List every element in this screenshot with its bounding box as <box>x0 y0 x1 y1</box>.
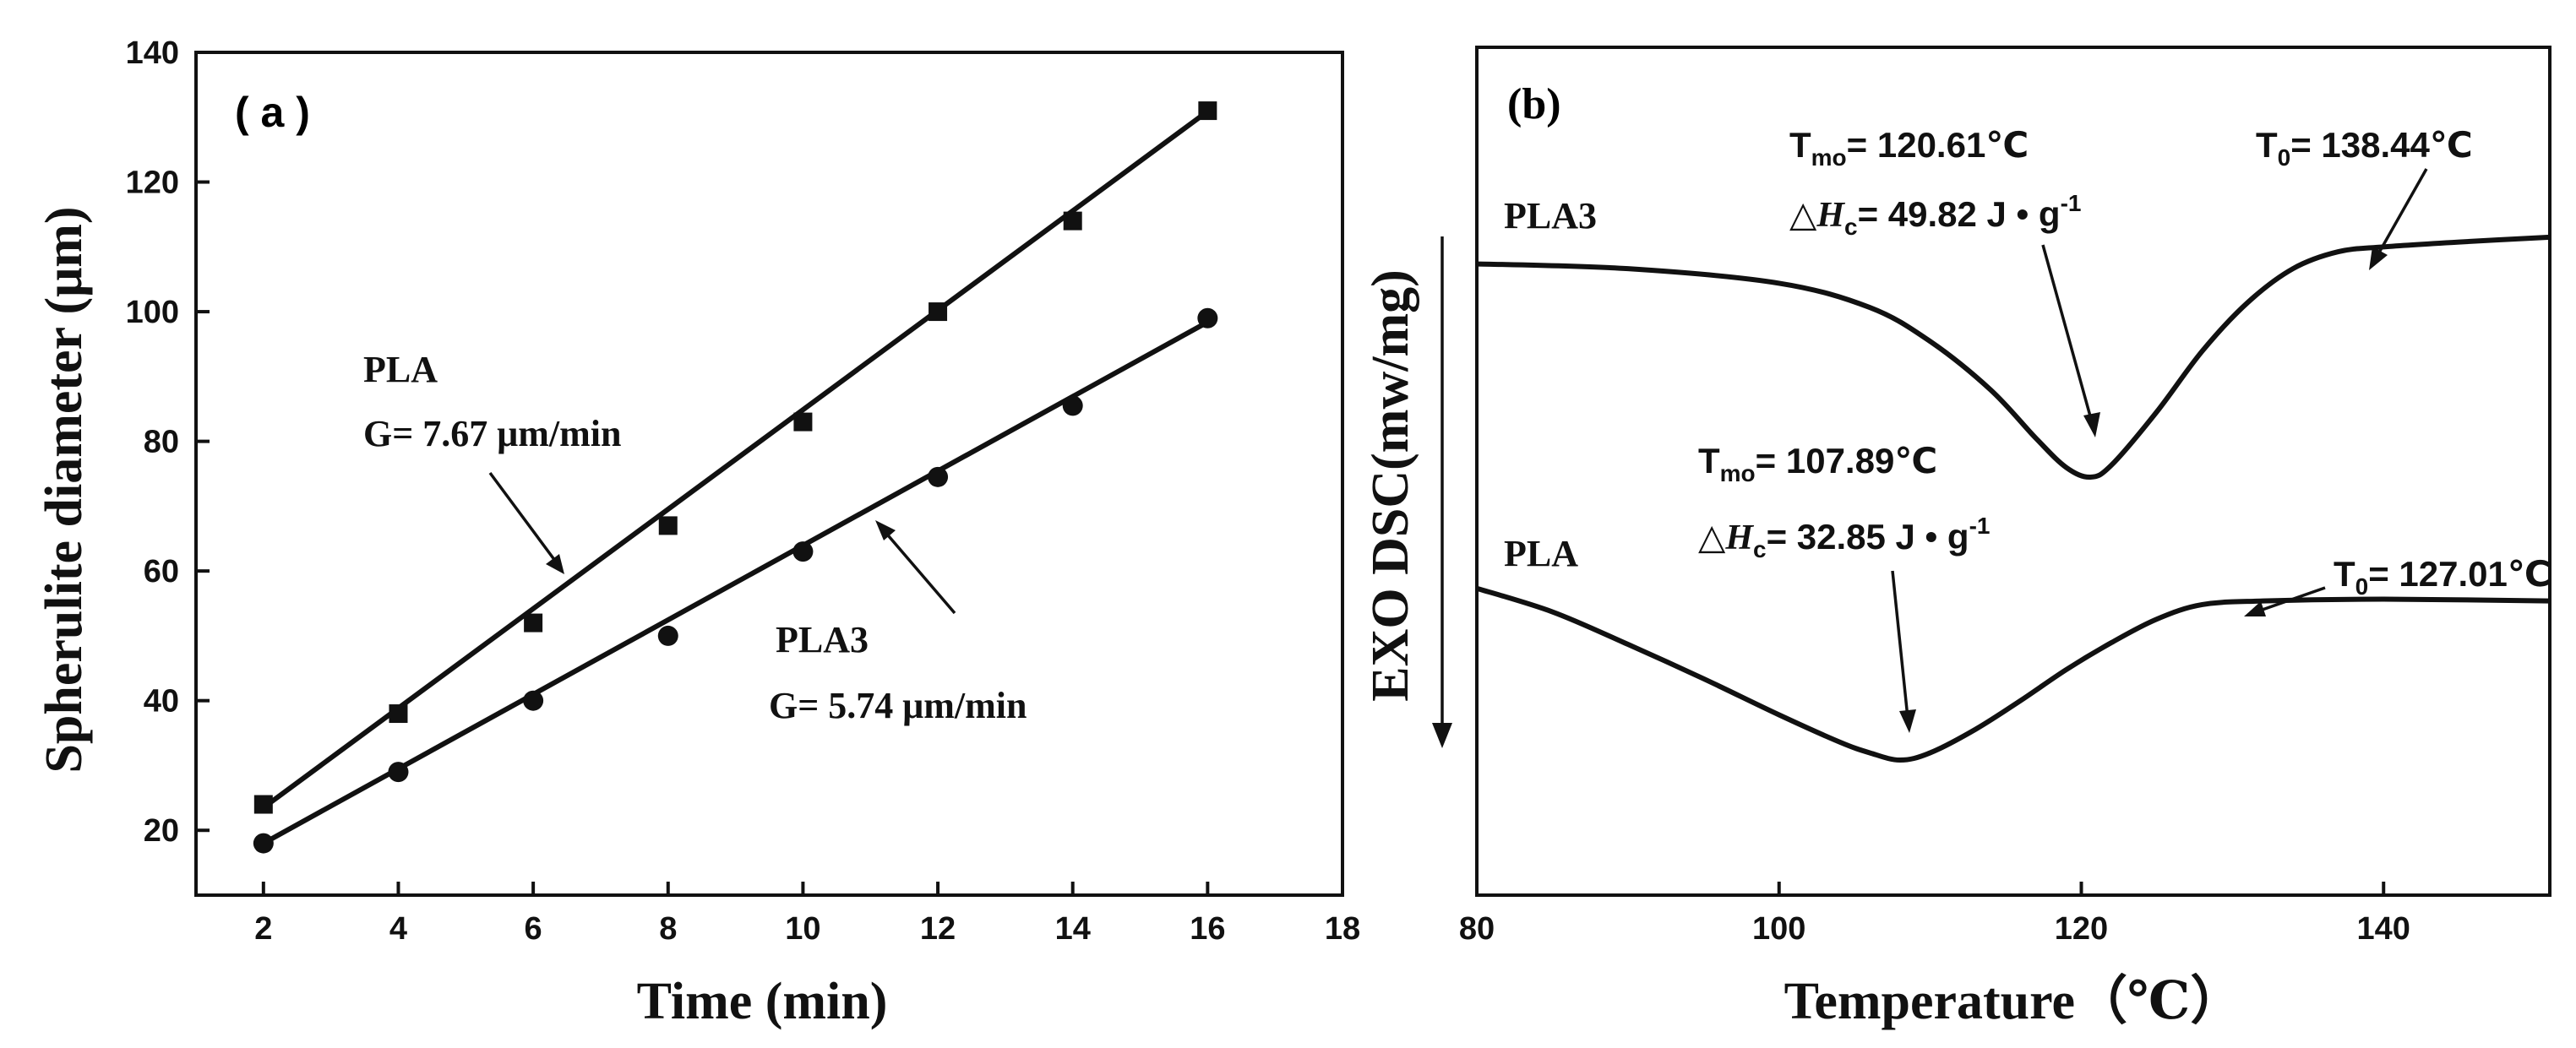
panel-a-ylabel: Spherulite diameter (μm) <box>35 206 93 773</box>
point-pla3 <box>928 466 949 487</box>
dsc-curve-pla3 <box>1476 234 2551 481</box>
panel-b-ticks: 80 100 120 140 <box>1459 882 2410 947</box>
panel-a-xtick-label: 8 <box>659 911 677 947</box>
panel-b-label: (b) <box>1507 80 1561 128</box>
pla-series-label: PLA <box>363 349 438 390</box>
panel-b-dsc-chart: 80 100 120 140 (b) Temperature（℃） EXO DSC(m… <box>1362 46 2551 1030</box>
pla3-enthalpy: △Hc= 49.82 J • g-1 <box>1789 190 2082 240</box>
point-pla3 <box>657 625 678 646</box>
panel-a-xtick-label: 12 <box>920 911 956 947</box>
panel-b-xtick-label: 120 <box>2055 911 2108 947</box>
point-pla3 <box>253 833 274 854</box>
panel-a-ytick-label: 120 <box>126 166 179 201</box>
panel-a-ticks: 2 4 6 8 10 12 14 16 18 20 40 60 80 100 120 140 <box>126 35 1361 947</box>
pla3-rate-label: G= 5.74 μm/min <box>769 685 1027 726</box>
pla-onset-temp: T0= 127.01℃ <box>2334 554 2551 600</box>
pla3-curve-label: PLA3 <box>1504 195 1597 236</box>
panel-a-plot-frame <box>194 51 1344 897</box>
panel-a-xtick-label: 10 <box>785 911 820 947</box>
pla3-onset-arrow <box>2369 168 2428 270</box>
point-pla3 <box>523 690 544 711</box>
pla-enthalpy: △Hc= 32.85 J • g-1 <box>1698 513 1991 562</box>
point-pla <box>793 412 813 432</box>
panel-a-xtick-label: 14 <box>1055 911 1091 947</box>
fit-line-pla <box>262 109 1210 810</box>
pla-annotation-arrow <box>488 471 564 574</box>
panel-a-markers <box>253 101 1218 854</box>
panel-a-ytick-label: 140 <box>126 35 179 71</box>
panel-a-ytick-label: 40 <box>144 684 179 719</box>
point-pla3 <box>1062 395 1083 416</box>
pla-rate-label: G= 7.67 μm/min <box>363 413 621 454</box>
point-pla3 <box>792 541 814 562</box>
exo-direction-arrow <box>1432 236 1452 748</box>
panel-a-xtick-label: 6 <box>525 911 542 947</box>
panel-b-xlabel: Temperature（℃） <box>1784 971 2243 1030</box>
pla-curve-label: PLA <box>1504 533 1578 574</box>
point-pla <box>1198 101 1217 121</box>
point-pla <box>1063 211 1082 231</box>
point-pla <box>253 795 273 814</box>
panel-b-plot-frame <box>1475 46 2551 897</box>
panel-b-xtick-label: 80 <box>1459 911 1495 947</box>
panel-a-fit-lines <box>262 109 1210 846</box>
pla3-peak-temp: Tmo= 120.61℃ <box>1789 125 2029 171</box>
pla-peak-temp: Tmo= 107.89℃ <box>1698 441 1937 486</box>
panel-a-xtick-label: 4 <box>389 911 407 947</box>
point-pla <box>658 516 678 535</box>
panel-a-xlabel: Time (min) <box>637 973 888 1030</box>
panel-a-xtick-label: 2 <box>254 911 272 947</box>
pla3-annotation-arrow <box>875 520 956 615</box>
panel-a-ytick-label: 80 <box>144 425 179 460</box>
pla3-onset-temp: T0= 138.44℃ <box>2256 125 2473 171</box>
panel-a-label: ( a ) <box>235 89 310 136</box>
panel-b-xtick-label: 140 <box>2357 911 2410 947</box>
panel-a-spherulite-chart: 2 4 6 8 10 12 14 16 18 20 40 60 80 100 120 140 ( a ) Ti… <box>35 35 1360 1030</box>
dsc-curve-pla <box>1476 585 2551 763</box>
panel-b-xtick-label: 100 <box>1752 911 1805 947</box>
point-pla <box>389 704 408 724</box>
panel-a-xtick-label: 18 <box>1325 911 1360 947</box>
pla-peak-arrow <box>1891 570 1916 733</box>
panel-a-ytick-label: 20 <box>144 813 179 849</box>
fit-line-pla3 <box>262 319 1209 846</box>
point-pla <box>524 613 543 633</box>
panel-a-ytick-label: 100 <box>126 295 179 330</box>
point-pla3 <box>1197 307 1218 329</box>
pla3-series-label: PLA3 <box>776 619 869 660</box>
panel-a-xtick-label: 16 <box>1190 911 1225 947</box>
panel-b-ylabel: EXO DSC(mw/mg) <box>1362 269 1419 701</box>
point-pla3 <box>388 762 409 783</box>
panel-b-curves <box>1476 234 2551 763</box>
pla-onset-arrow <box>2244 586 2326 616</box>
pla3-peak-arrow <box>2041 244 2100 437</box>
point-pla <box>929 302 948 322</box>
panel-a-ytick-label: 60 <box>144 554 179 589</box>
